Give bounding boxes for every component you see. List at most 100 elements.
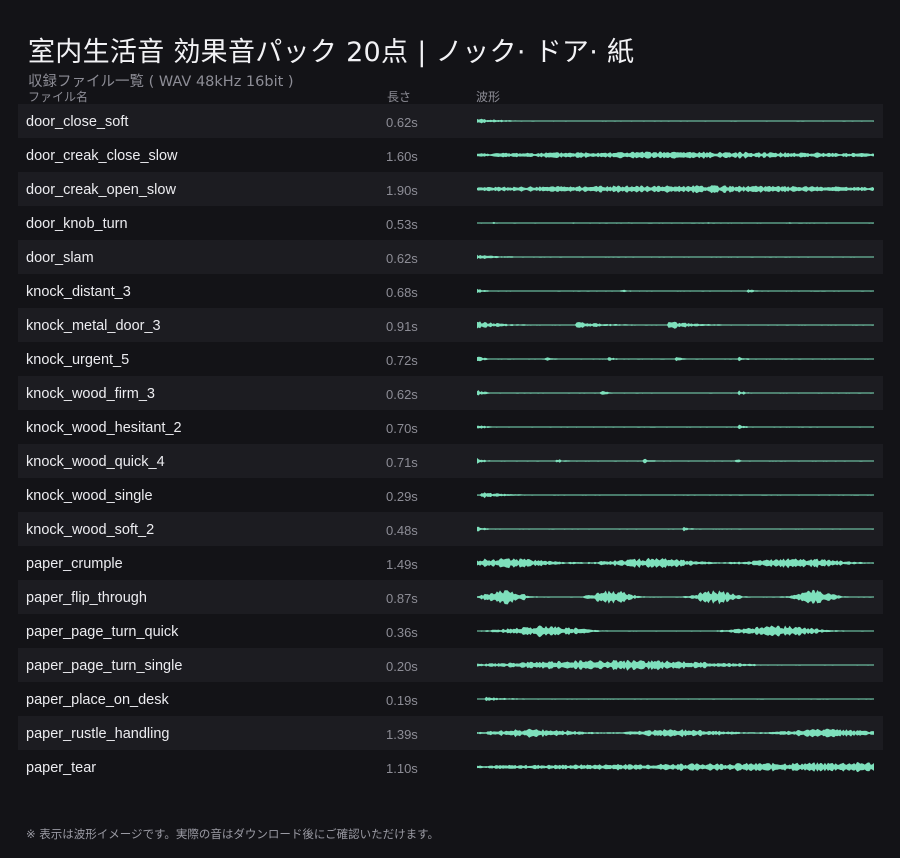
file-row[interactable]: paper_crumple 1.49s xyxy=(18,546,883,580)
waveform-shape xyxy=(477,151,874,159)
file-name: paper_page_turn_quick xyxy=(26,624,179,640)
file-row[interactable]: paper_page_turn_quick 0.36s xyxy=(18,614,883,648)
file-length: 0.62s xyxy=(386,251,418,266)
file-row[interactable]: door_slam 0.62s xyxy=(18,240,883,274)
waveform-shape xyxy=(477,492,874,499)
file-length: 0.29s xyxy=(386,489,418,504)
file-row[interactable]: door_close_soft 0.62s xyxy=(18,104,883,138)
waveform-graphic xyxy=(477,288,874,293)
file-row[interactable]: paper_place_on_desk 0.19s xyxy=(18,682,883,716)
waveform-graphic xyxy=(477,526,874,532)
file-row[interactable]: knock_wood_hesitant_2 0.70s xyxy=(18,410,883,444)
file-row[interactable]: knock_wood_firm_3 0.62s xyxy=(18,376,883,410)
file-length: 1.49s xyxy=(386,557,418,572)
waveform-shape xyxy=(477,424,874,430)
file-name: door_close_soft xyxy=(26,114,129,130)
file-length: 0.20s xyxy=(386,659,418,674)
file-length: 0.72s xyxy=(386,353,418,368)
file-row[interactable]: knock_wood_single 0.29s xyxy=(18,478,883,512)
file-row[interactable]: paper_flip_through 0.87s xyxy=(18,580,883,614)
waveform-shape xyxy=(477,728,874,738)
file-row[interactable]: door_knob_turn 0.53s xyxy=(18,206,883,240)
file-name: paper_crumple xyxy=(26,556,123,572)
file-length: 1.39s xyxy=(386,727,418,742)
waveform-shape xyxy=(477,356,874,362)
waveform-shape xyxy=(477,185,874,194)
waveform-graphic xyxy=(477,151,874,159)
column-header-name: ファイル名 xyxy=(28,90,89,104)
waveform-graphic xyxy=(477,185,874,194)
waveform-graphic xyxy=(477,390,874,396)
file-row[interactable]: door_creak_close_slow 1.60s xyxy=(18,138,883,172)
waveform-graphic xyxy=(477,762,874,773)
file-row[interactable]: knock_distant_3 0.68s xyxy=(18,274,883,308)
file-name: door_knob_turn xyxy=(26,216,128,232)
waveform-graphic xyxy=(477,254,874,260)
waveform-shape xyxy=(477,118,874,124)
page-subtitle: 収録ファイル一覧 ( WAV 48kHz 16bit ) xyxy=(28,74,294,90)
column-header-waveform: 波形 xyxy=(476,90,501,104)
waveform-graphic xyxy=(477,625,874,638)
waveform-shape xyxy=(477,589,874,605)
file-name: paper_place_on_desk xyxy=(26,692,169,708)
waveform-shape xyxy=(477,254,874,260)
file-row[interactable]: knock_wood_soft_2 0.48s xyxy=(18,512,883,546)
file-name: knock_wood_single xyxy=(26,488,153,504)
file-name: knock_wood_hesitant_2 xyxy=(26,420,182,436)
file-row[interactable]: knock_metal_door_3 0.91s xyxy=(18,308,883,342)
file-row[interactable]: paper_page_turn_single 0.20s xyxy=(18,648,883,682)
waveform-graphic xyxy=(477,457,874,464)
waveform-graphic xyxy=(477,321,874,329)
file-length: 0.62s xyxy=(386,387,418,402)
file-row[interactable]: knock_urgent_5 0.72s xyxy=(18,342,883,376)
waveform-graphic xyxy=(477,589,874,605)
file-name: knock_distant_3 xyxy=(26,284,131,300)
file-name: knock_urgent_5 xyxy=(26,352,130,368)
footnote: ※ 表示は波形イメージです。実際の音はダウンロード後にご確認いただけます。 xyxy=(26,827,440,841)
file-length: 0.62s xyxy=(386,115,418,130)
waveform-shape xyxy=(477,762,874,773)
waveform-shape xyxy=(477,526,874,532)
waveform-graphic xyxy=(477,728,874,738)
file-row[interactable]: knock_wood_quick_4 0.71s xyxy=(18,444,883,478)
file-length: 1.60s xyxy=(386,149,418,164)
file-length: 0.91s xyxy=(386,319,418,334)
file-name: knock_metal_door_3 xyxy=(26,318,161,334)
file-length: 0.48s xyxy=(386,523,418,538)
file-name: paper_page_turn_single xyxy=(26,658,183,674)
waveform-graphic xyxy=(477,424,874,430)
file-row[interactable]: door_creak_open_slow 1.90s xyxy=(18,172,883,206)
waveform-graphic xyxy=(477,659,874,671)
file-name: paper_flip_through xyxy=(26,590,147,606)
column-header-length: 長さ xyxy=(387,90,412,104)
waveform-graphic xyxy=(477,356,874,362)
file-length: 1.10s xyxy=(386,761,418,776)
waveform-shape xyxy=(477,625,874,638)
waveform-shape xyxy=(477,557,874,569)
file-name: paper_rustle_handling xyxy=(26,726,170,742)
waveform-shape xyxy=(477,321,874,329)
file-length: 1.90s xyxy=(386,183,418,198)
waveform-shape xyxy=(477,288,874,293)
file-name: door_creak_open_slow xyxy=(26,182,176,198)
waveform-shape xyxy=(477,696,874,702)
file-row[interactable]: paper_rustle_handling 1.39s xyxy=(18,716,883,750)
file-name: knock_wood_soft_2 xyxy=(26,522,155,538)
file-list: door_close_soft 0.62s door_creak_close_slo… xyxy=(18,104,883,784)
waveform-graphic xyxy=(477,221,874,224)
file-row[interactable]: paper_tear 1.10s xyxy=(18,750,883,784)
page-title: 室内生活音 効果音パック 20点 | ノック· ドア· 紙 xyxy=(28,37,635,68)
waveform-shape xyxy=(477,390,874,396)
file-length: 0.70s xyxy=(386,421,418,436)
waveform-graphic xyxy=(477,118,874,124)
waveform-graphic xyxy=(477,492,874,499)
file-length: 0.36s xyxy=(386,625,418,640)
file-name: paper_tear xyxy=(26,760,97,776)
file-name: knock_wood_quick_4 xyxy=(26,454,165,470)
file-name: door_slam xyxy=(26,250,94,266)
file-name: knock_wood_firm_3 xyxy=(26,386,155,402)
file-length: 0.53s xyxy=(386,217,418,232)
waveform-shape xyxy=(477,457,874,464)
waveform-graphic xyxy=(477,557,874,569)
waveform-shape xyxy=(477,221,874,224)
